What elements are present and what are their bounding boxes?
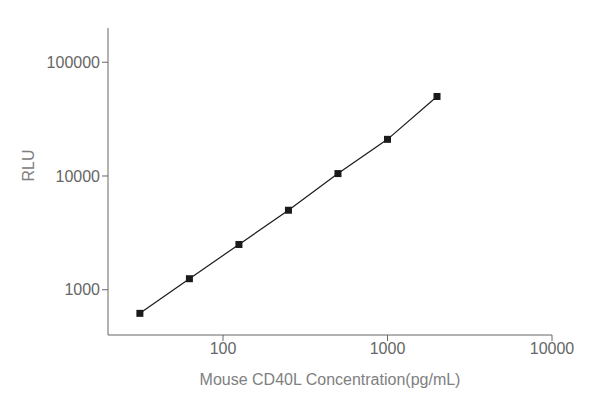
svg-text:Mouse CD40L Concentration(pg/m: Mouse CD40L Concentration(pg/mL)	[200, 371, 461, 388]
svg-text:100: 100	[210, 340, 237, 357]
svg-text:10000: 10000	[530, 340, 575, 357]
svg-text:1000: 1000	[64, 281, 100, 298]
svg-text:100000: 100000	[47, 54, 100, 71]
svg-text:RLU: RLU	[20, 149, 37, 181]
svg-text:1000: 1000	[370, 340, 406, 357]
svg-text:10000: 10000	[56, 168, 101, 185]
